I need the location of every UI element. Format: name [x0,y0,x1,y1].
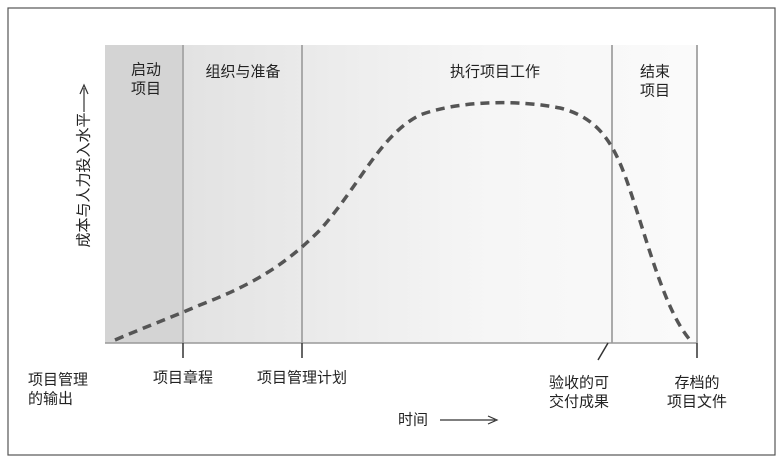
phase-dividers [182,45,698,343]
effort-curve [114,100,692,342]
output-label: 项目管理计划 [257,369,347,387]
phase-label: 组织与准备 [205,63,280,81]
phase-label: 启动 [131,61,161,79]
x-axis-label: 时间 [398,411,428,429]
phase-label: 结束 [640,63,670,81]
output-ticks [182,342,698,361]
output-label: 交付成果 [549,393,609,411]
phase-shade [183,45,697,343]
y-arrow-head [79,83,89,95]
phase-label: 执行项目工作 [450,63,540,81]
x-arrow-head [487,415,499,425]
phase-label: 项目 [640,82,670,100]
y-axis-label: 成本与人力投入水平 [75,112,93,247]
phase-label: 项目 [131,80,161,98]
output-label: 的输出 [28,390,73,408]
output-label: 验收的可 [549,374,609,392]
output-label: 项目文件 [667,393,727,411]
phase-shade [105,45,183,343]
output-label: 存档的 [674,374,719,392]
frame [7,7,776,456]
output-label: 项目管理 [28,371,88,389]
output-label: 项目章程 [153,369,213,387]
